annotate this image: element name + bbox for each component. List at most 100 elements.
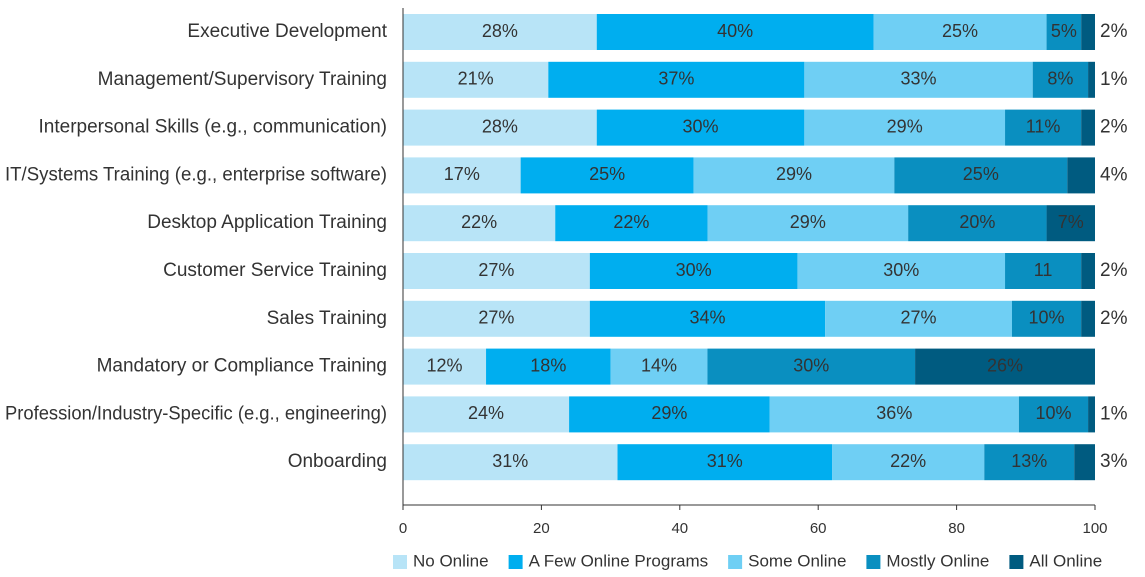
bar-segment	[403, 109, 597, 146]
data-label: 26%	[987, 355, 1023, 375]
bar-segment	[403, 157, 521, 194]
bar-segment	[1067, 157, 1095, 194]
data-label: 25%	[963, 164, 999, 184]
data-label: 29%	[887, 116, 923, 136]
data-label: 21%	[458, 69, 494, 89]
legend-swatch	[1009, 555, 1024, 569]
data-label: 11%	[1026, 116, 1061, 136]
legend-swatch	[728, 555, 743, 569]
data-label: 18%	[530, 355, 566, 375]
data-label: 4%	[1100, 164, 1128, 185]
data-label: 29%	[776, 164, 812, 184]
x-tick-label: 60	[810, 520, 827, 537]
bar-segment	[1081, 14, 1095, 50]
bar-segment	[1011, 300, 1082, 337]
data-label: 22%	[461, 212, 497, 232]
data-label: 40%	[717, 21, 753, 41]
data-label: 22%	[890, 451, 926, 471]
bar-segment	[403, 348, 487, 385]
bar-segment	[596, 109, 805, 146]
category-label: IT/Systems Training (e.g., enterprise so…	[5, 164, 387, 185]
bar-segment	[520, 157, 694, 194]
data-label: 1%	[1100, 69, 1128, 90]
bar-segment	[589, 253, 798, 289]
bar-segment	[873, 14, 1047, 50]
data-label: 37%	[658, 69, 694, 89]
bar-segment	[825, 300, 1012, 337]
category-label: Mandatory or Compliance Training	[97, 356, 387, 377]
bar-segment	[1081, 253, 1095, 289]
bar-segment	[403, 444, 618, 481]
bar-segment	[1046, 205, 1095, 242]
bar-segment	[693, 157, 895, 194]
data-label: 11	[1034, 260, 1053, 280]
bar-segment	[707, 348, 916, 385]
bar-segment	[1088, 61, 1095, 98]
bar-segment	[403, 61, 549, 98]
bar-segment	[707, 205, 909, 242]
data-label: 24%	[468, 403, 504, 423]
legend-label: No Online	[413, 551, 489, 570]
data-label: 1%	[1100, 403, 1128, 424]
data-label: 2%	[1100, 21, 1128, 42]
bar-segment	[915, 348, 1095, 385]
bar-segment	[1074, 444, 1095, 481]
data-label: 2%	[1100, 260, 1128, 281]
bar-segment	[908, 205, 1047, 242]
data-label: 2%	[1100, 308, 1128, 329]
data-label: 27%	[478, 308, 514, 328]
bar-segment	[548, 61, 805, 98]
bar-segment	[1032, 61, 1089, 98]
bar-segment	[403, 205, 556, 242]
data-label: 30%	[683, 116, 719, 136]
data-label: 3%	[1100, 451, 1128, 472]
bar-segment	[610, 348, 708, 385]
x-tick-label: 0	[399, 520, 407, 537]
bar-segment	[596, 14, 874, 50]
data-label: 12%	[427, 355, 463, 375]
data-label: 34%	[689, 308, 725, 328]
data-label: 8%	[1047, 69, 1073, 89]
bar-segment	[1088, 396, 1095, 433]
data-label: 27%	[901, 308, 937, 328]
category-label: Executive Development	[187, 21, 387, 42]
bar-segment	[1046, 14, 1082, 50]
data-label: 28%	[482, 21, 518, 41]
bar-segment	[1005, 109, 1082, 146]
bar-segment	[984, 444, 1075, 481]
bar-segment	[832, 444, 985, 481]
data-label: 25%	[589, 164, 625, 184]
bar-segment	[617, 444, 833, 481]
bar-segment	[804, 61, 1033, 98]
data-label: 27%	[478, 260, 514, 280]
data-label: 25%	[942, 21, 978, 41]
bar-segment	[1081, 109, 1095, 146]
bar-segment	[769, 396, 1019, 433]
legend-label: All Online	[1029, 551, 1102, 570]
category-label: Desktop Application Training	[147, 212, 387, 233]
data-label: 20%	[959, 212, 995, 232]
data-label: 2%	[1100, 117, 1128, 138]
data-label: 30%	[676, 260, 712, 280]
data-label: 30%	[883, 260, 919, 280]
bar-segment	[797, 253, 1006, 289]
bar-segment	[804, 109, 1006, 146]
x-tick-label: 40	[671, 520, 688, 537]
bar-segment	[1018, 396, 1089, 433]
category-label: Management/Supervisory Training	[98, 69, 387, 90]
bar-segment	[403, 253, 590, 289]
data-label: 22%	[613, 212, 649, 232]
bar-segment	[589, 300, 826, 337]
category-label: Onboarding	[288, 451, 387, 472]
bar-segment	[403, 14, 597, 50]
data-label: 36%	[876, 403, 912, 423]
legend-swatch	[508, 555, 523, 569]
data-label: 7%	[1058, 212, 1084, 232]
legend-swatch	[393, 555, 407, 569]
category-label: Interpersonal Skills (e.g., communicatio…	[39, 117, 387, 138]
data-label: 28%	[482, 116, 518, 136]
data-label: 10%	[1029, 308, 1065, 328]
data-label: 33%	[901, 69, 937, 89]
x-tick-label: 20	[533, 520, 550, 537]
bar-segment	[403, 396, 570, 433]
